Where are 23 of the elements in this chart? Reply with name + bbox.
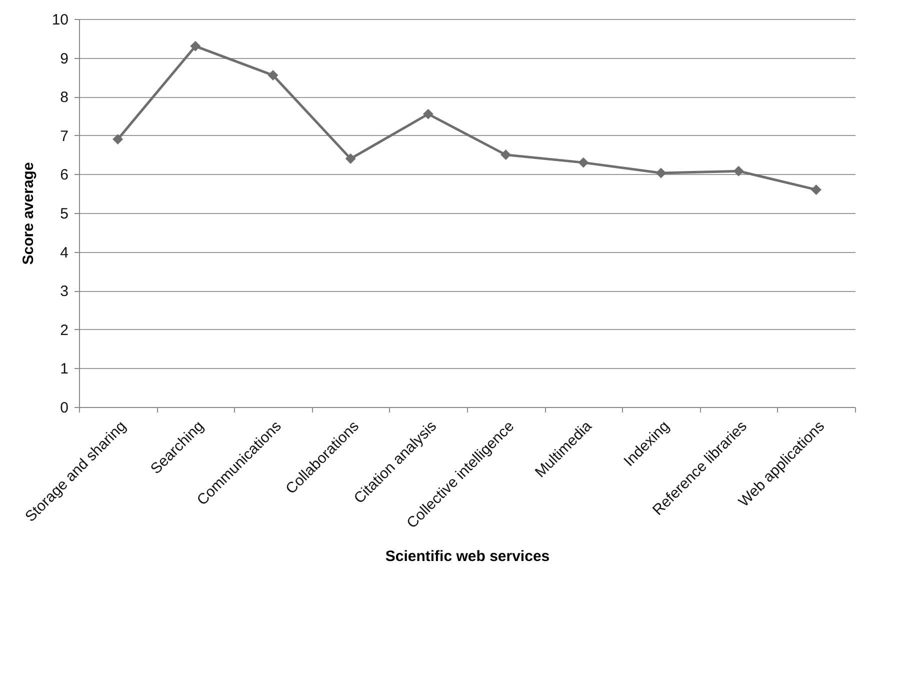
point (733, 166, 744, 176)
y-tick-label: 0 (60, 400, 68, 416)
y-tick-label: 6 (60, 166, 68, 184)
y-tick-label: 3 (60, 283, 68, 300)
point (422, 108, 434, 120)
point (190, 40, 201, 52)
y-tick-label: 9 (60, 50, 68, 68)
point (112, 134, 124, 145)
point (345, 153, 356, 164)
y-axis-title: Score average (20, 162, 37, 265)
point (500, 150, 512, 160)
x-axis-title: Scientific web services (385, 548, 550, 566)
y-tick-label: 10 (52, 12, 68, 28)
point (578, 157, 589, 168)
y-tick-label: 2 (60, 322, 68, 339)
y-tick-label: 1 (60, 360, 68, 378)
point (656, 168, 666, 178)
y-tick-label: 8 (60, 89, 68, 106)
y-tick-label: 5 (60, 206, 68, 222)
y-tick-label: 7 (60, 128, 68, 145)
point (268, 70, 278, 81)
y-tick-label: 4 (60, 244, 68, 262)
point (810, 184, 822, 195)
